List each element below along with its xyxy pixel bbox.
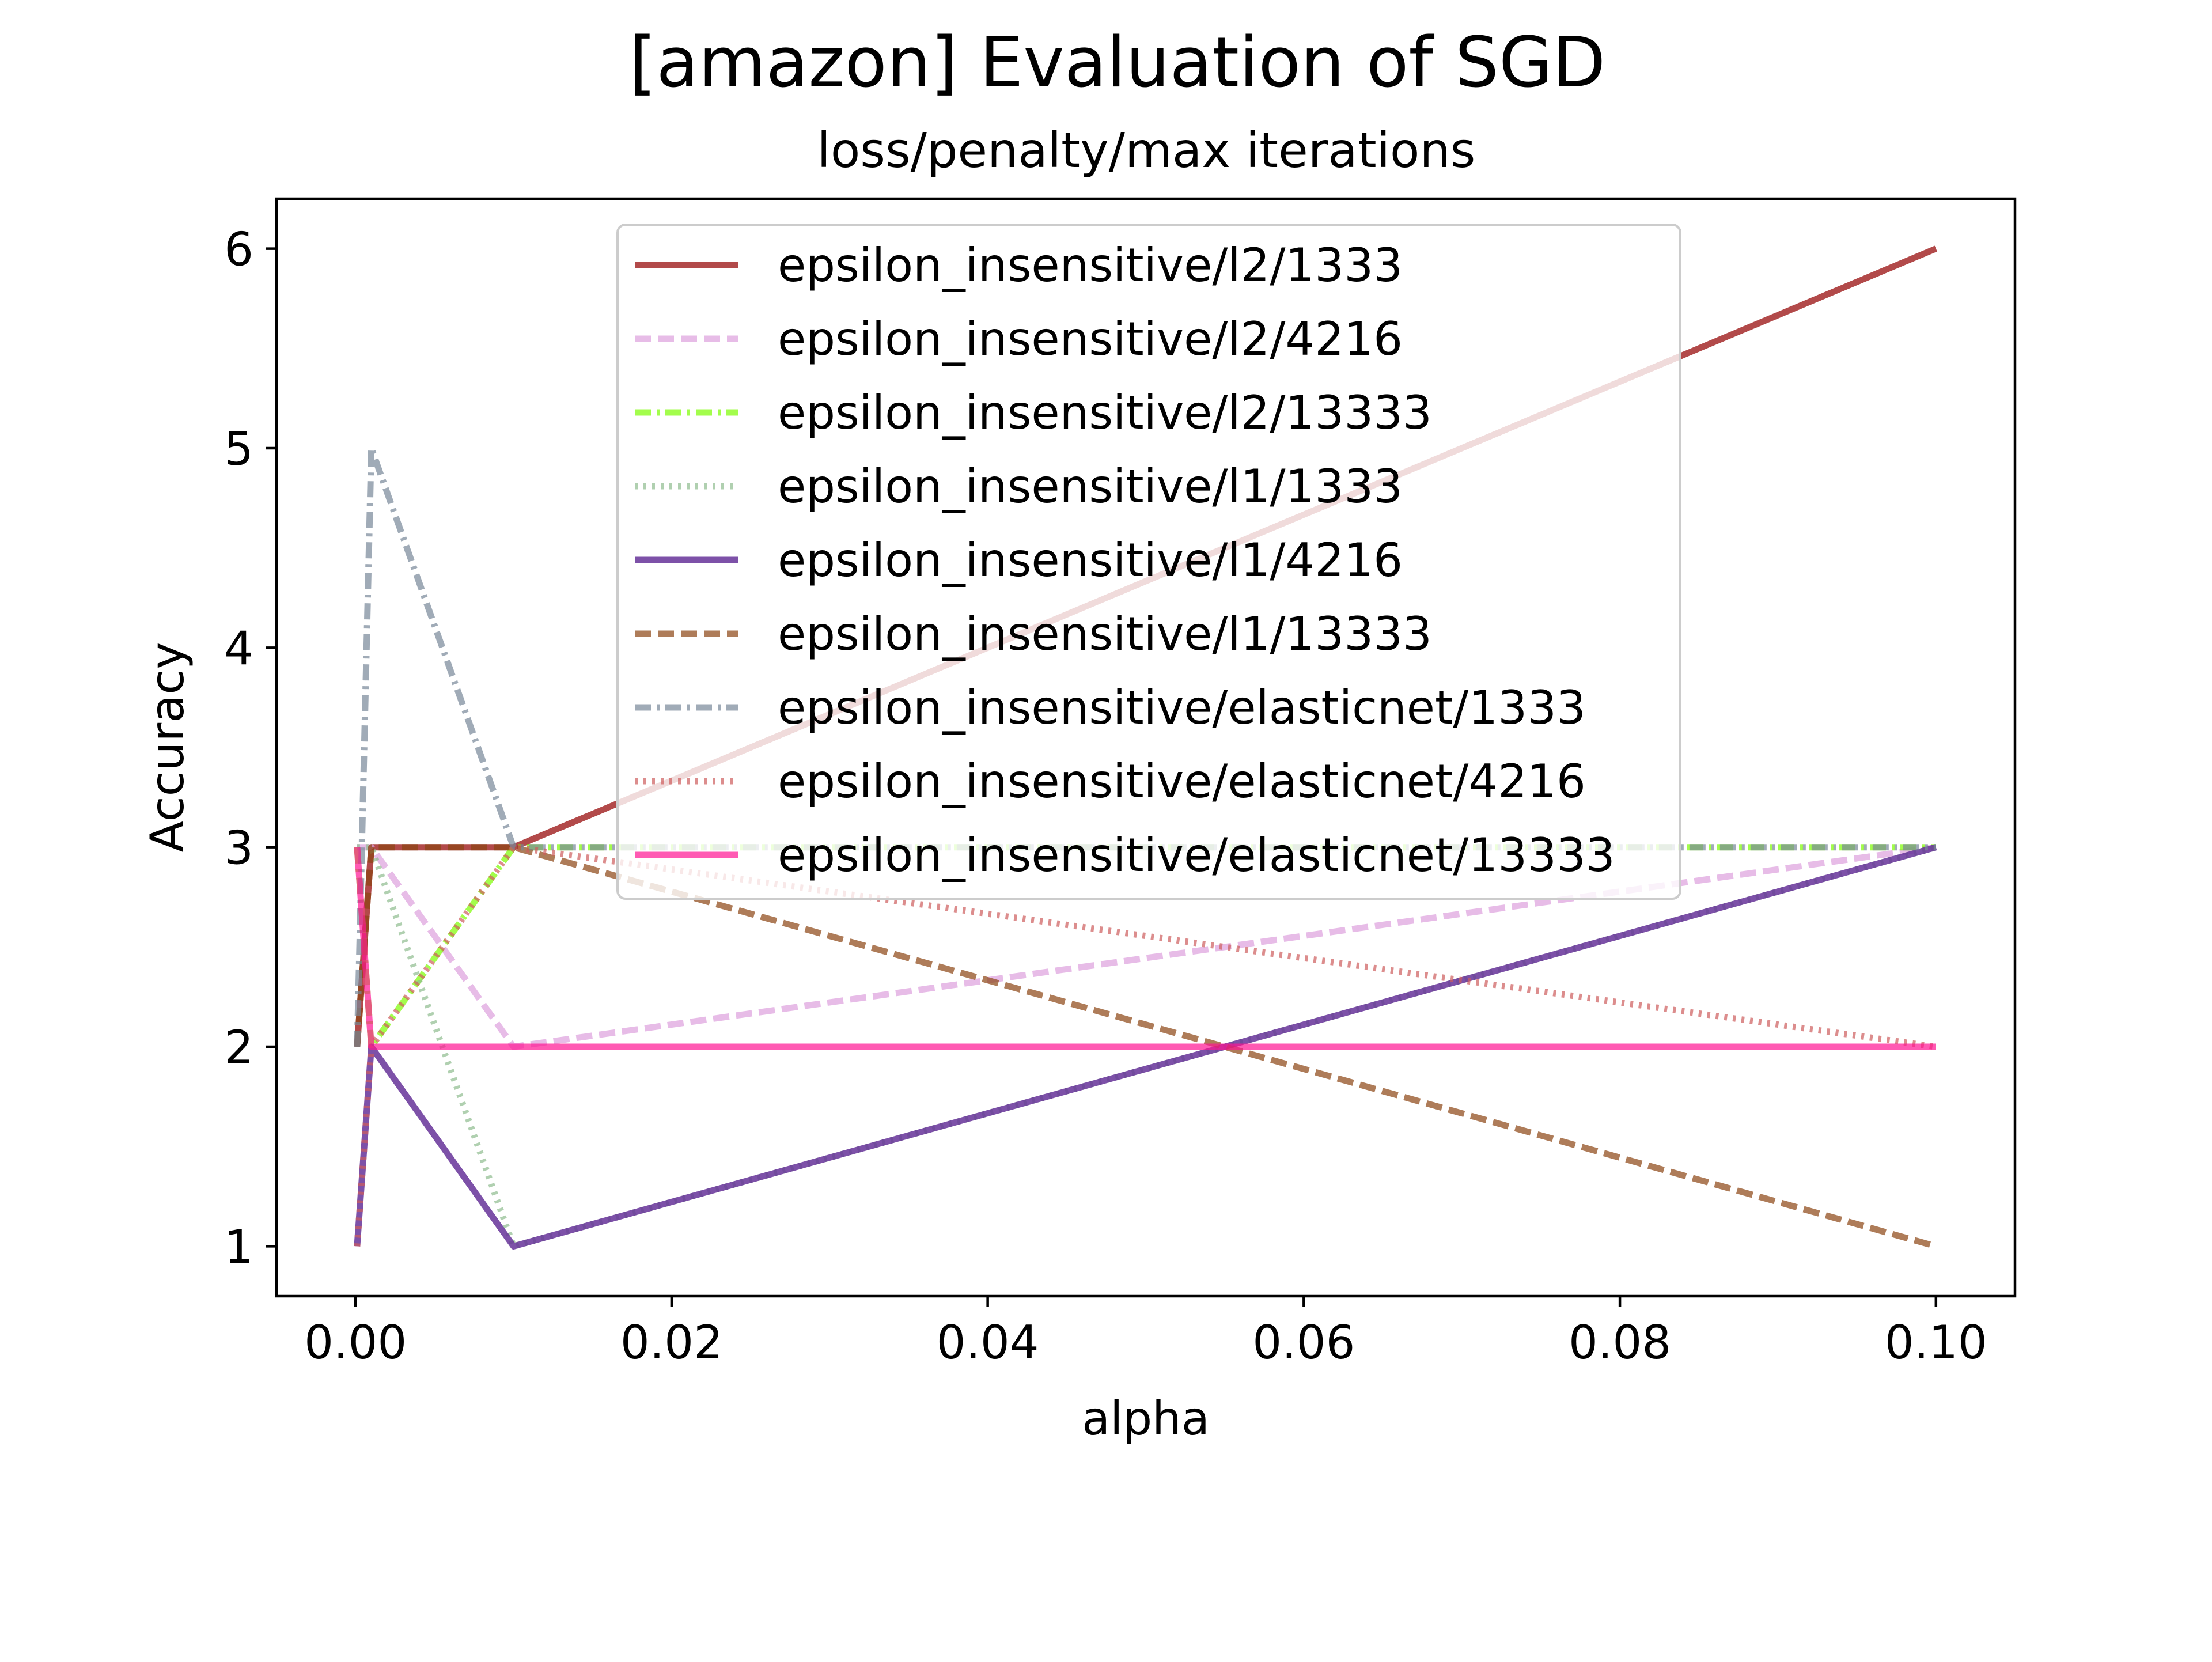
series-line-2	[357, 844, 1937, 1050]
y-axis-label: Accuracy	[141, 642, 194, 852]
x-tick-label: 0.08	[1569, 1316, 1671, 1369]
legend-label-8: epsilon_insensitive/elasticnet/4216	[778, 755, 1586, 808]
chart-title: [amazon] Evaluation of SGD	[630, 23, 1606, 103]
legend-label-2: epsilon_insensitive/l2/4216	[778, 312, 1403, 366]
x-tick-label: 0.06	[1252, 1316, 1355, 1369]
y-tick-label: 2	[224, 1021, 253, 1074]
y-tick-label: 4	[224, 622, 253, 675]
legend-label-6: epsilon_insensitive/l1/13333	[778, 607, 1432, 661]
plot-frame	[275, 197, 2017, 1298]
x-tick-label: 0.04	[937, 1316, 1039, 1369]
series-line-9	[354, 847, 1936, 1050]
y-tick-label: 5	[224, 422, 253, 476]
series-layer	[354, 245, 1937, 1250]
legend-label-7: epsilon_insensitive/elasticnet/1333	[778, 681, 1586, 735]
y-tick-label: 3	[224, 821, 253, 875]
chart-subtitle: loss/penalty/max iterations	[817, 122, 1476, 179]
x-tick-label: 0.00	[304, 1316, 407, 1369]
y-tick-label: 6	[224, 223, 253, 277]
legend-items: epsilon_insensitive/l2/1333 epsilon_insen…	[635, 238, 1615, 882]
series-line-8	[354, 844, 1937, 1247]
legend-label-5: epsilon_insensitive/l1/4216	[778, 533, 1403, 587]
x-tick-label: 0.02	[620, 1316, 723, 1369]
y-axis: 1 2 3 4 5 6	[224, 223, 276, 1274]
legend-label-3: epsilon_insensitive/l2/13333	[778, 386, 1432, 440]
legend-label-1: epsilon_insensitive/l2/1333	[778, 238, 1403, 292]
legend: epsilon_insensitive/l2/1333 epsilon_insen…	[616, 224, 1681, 900]
legend-label-4: epsilon_insensitive/l1/1333	[778, 460, 1403, 513]
x-axis: 0.00 0.02 0.04 0.06 0.08 0.10	[304, 1296, 1987, 1369]
x-axis-label: alpha	[1082, 1392, 1210, 1445]
y-tick-label: 1	[224, 1220, 253, 1274]
x-tick-label: 0.10	[1885, 1316, 1987, 1369]
legend-frame	[616, 224, 1681, 900]
legend-label-9: epsilon_insensitive/elasticnet/13333	[778, 828, 1615, 882]
